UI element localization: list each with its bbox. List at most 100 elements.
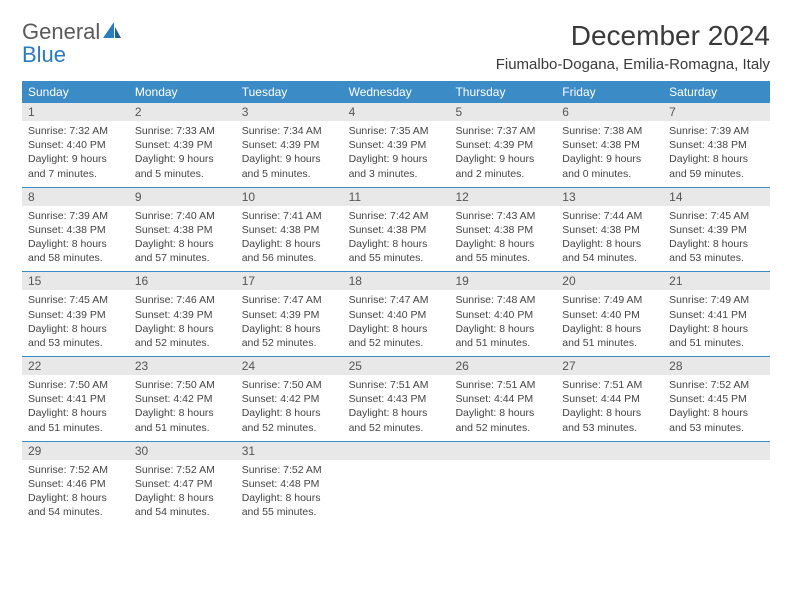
sunrise-text: Sunrise: 7:52 AM [135,463,230,477]
daylight-line2: and 7 minutes. [28,167,123,181]
day-number: 8 [22,188,129,206]
sunset-text: Sunset: 4:39 PM [669,223,764,237]
sunrise-text: Sunrise: 7:48 AM [455,293,550,307]
day-info: Sunrise: 7:47 AMSunset: 4:39 PMDaylight:… [236,290,343,350]
daylight-line1: Daylight: 8 hours [562,237,657,251]
sunset-text: Sunset: 4:38 PM [455,223,550,237]
day-number: 22 [22,357,129,375]
day-info: Sunrise: 7:51 AMSunset: 4:44 PMDaylight:… [449,375,556,435]
daylight-line1: Daylight: 9 hours [28,152,123,166]
day-cell: 28Sunrise: 7:52 AMSunset: 4:45 PMDayligh… [663,357,770,441]
day-number: 13 [556,188,663,206]
day-number [663,442,770,460]
daylight-line2: and 5 minutes. [135,167,230,181]
daylight-line2: and 2 minutes. [455,167,550,181]
month-title: December 2024 [496,20,770,52]
sunrise-text: Sunrise: 7:32 AM [28,124,123,138]
daylight-line1: Daylight: 8 hours [242,491,337,505]
sunrise-text: Sunrise: 7:39 AM [28,209,123,223]
daylight-line2: and 51 minutes. [28,421,123,435]
daylight-line2: and 53 minutes. [28,336,123,350]
daylight-line2: and 52 minutes. [135,336,230,350]
sunrise-text: Sunrise: 7:51 AM [349,378,444,392]
day-number: 30 [129,442,236,460]
sunrise-text: Sunrise: 7:34 AM [242,124,337,138]
sunset-text: Sunset: 4:48 PM [242,477,337,491]
sunset-text: Sunset: 4:39 PM [455,138,550,152]
daylight-line1: Daylight: 8 hours [135,322,230,336]
day-header-row: SundayMondayTuesdayWednesdayThursdayFrid… [22,81,770,103]
day-cell: 16Sunrise: 7:46 AMSunset: 4:39 PMDayligh… [129,272,236,356]
sunset-text: Sunset: 4:39 PM [242,138,337,152]
day-number: 7 [663,103,770,121]
sunrise-text: Sunrise: 7:37 AM [455,124,550,138]
day-info: Sunrise: 7:42 AMSunset: 4:38 PMDaylight:… [343,206,450,266]
day-info: Sunrise: 7:32 AMSunset: 4:40 PMDaylight:… [22,121,129,181]
day-info: Sunrise: 7:33 AMSunset: 4:39 PMDaylight:… [129,121,236,181]
day-cell: 15Sunrise: 7:45 AMSunset: 4:39 PMDayligh… [22,272,129,356]
day-cell: 29Sunrise: 7:52 AMSunset: 4:46 PMDayligh… [22,442,129,526]
day-info: Sunrise: 7:49 AMSunset: 4:41 PMDaylight:… [663,290,770,350]
daylight-line1: Daylight: 8 hours [242,406,337,420]
day-number: 16 [129,272,236,290]
sunset-text: Sunset: 4:42 PM [242,392,337,406]
day-number: 26 [449,357,556,375]
day-header: Monday [129,81,236,103]
sunset-text: Sunset: 4:38 PM [349,223,444,237]
daylight-line2: and 52 minutes. [455,421,550,435]
day-number: 24 [236,357,343,375]
day-cell: 9Sunrise: 7:40 AMSunset: 4:38 PMDaylight… [129,188,236,272]
daylight-line1: Daylight: 8 hours [242,237,337,251]
weeks-container: 1Sunrise: 7:32 AMSunset: 4:40 PMDaylight… [22,103,770,525]
day-cell: 11Sunrise: 7:42 AMSunset: 4:38 PMDayligh… [343,188,450,272]
daylight-line2: and 54 minutes. [135,505,230,519]
day-info: Sunrise: 7:50 AMSunset: 4:42 PMDaylight:… [129,375,236,435]
daylight-line1: Daylight: 9 hours [455,152,550,166]
day-cell: 6Sunrise: 7:38 AMSunset: 4:38 PMDaylight… [556,103,663,187]
day-info: Sunrise: 7:47 AMSunset: 4:40 PMDaylight:… [343,290,450,350]
sunrise-text: Sunrise: 7:47 AM [242,293,337,307]
day-cell: 22Sunrise: 7:50 AMSunset: 4:41 PMDayligh… [22,357,129,441]
sunrise-text: Sunrise: 7:45 AM [669,209,764,223]
day-info: Sunrise: 7:49 AMSunset: 4:40 PMDaylight:… [556,290,663,350]
day-cell: 17Sunrise: 7:47 AMSunset: 4:39 PMDayligh… [236,272,343,356]
day-number: 28 [663,357,770,375]
day-number: 15 [22,272,129,290]
day-info: Sunrise: 7:51 AMSunset: 4:43 PMDaylight:… [343,375,450,435]
day-cell: 25Sunrise: 7:51 AMSunset: 4:43 PMDayligh… [343,357,450,441]
sunset-text: Sunset: 4:40 PM [349,308,444,322]
day-cell: 1Sunrise: 7:32 AMSunset: 4:40 PMDaylight… [22,103,129,187]
day-number: 14 [663,188,770,206]
daylight-line1: Daylight: 8 hours [28,406,123,420]
sunrise-text: Sunrise: 7:44 AM [562,209,657,223]
day-info: Sunrise: 7:52 AMSunset: 4:45 PMDaylight:… [663,375,770,435]
daylight-line1: Daylight: 8 hours [28,237,123,251]
daylight-line1: Daylight: 8 hours [669,322,764,336]
logo-line1: General [22,20,100,43]
day-cell: 8 Sunrise: 7:39 AMSunset: 4:38 PMDaylight… [22,188,129,272]
daylight-line2: and 52 minutes. [349,336,444,350]
sunset-text: Sunset: 4:44 PM [562,392,657,406]
sunset-text: Sunset: 4:38 PM [28,223,123,237]
day-header: Wednesday [343,81,450,103]
daylight-line1: Daylight: 8 hours [562,322,657,336]
daylight-line1: Daylight: 8 hours [669,237,764,251]
day-info: Sunrise: 7:37 AMSunset: 4:39 PMDaylight:… [449,121,556,181]
sunset-text: Sunset: 4:38 PM [242,223,337,237]
calendar: SundayMondayTuesdayWednesdayThursdayFrid… [22,81,770,525]
empty-cell [556,442,663,526]
header: General Blue December 2024 Fiumalbo-Doga… [22,20,770,73]
sunrise-text: Sunrise: 7:52 AM [669,378,764,392]
daylight-line2: and 5 minutes. [242,167,337,181]
day-cell: 21Sunrise: 7:49 AMSunset: 4:41 PMDayligh… [663,272,770,356]
day-number [449,442,556,460]
day-info: Sunrise: 7:51 AMSunset: 4:44 PMDaylight:… [556,375,663,435]
daylight-line2: and 0 minutes. [562,167,657,181]
day-cell: 14 Sunrise: 7:45 AMSunset: 4:39 PMDayligh… [663,188,770,272]
day-header: Thursday [449,81,556,103]
sunset-text: Sunset: 4:38 PM [562,223,657,237]
day-header: Friday [556,81,663,103]
sunset-text: Sunset: 4:43 PM [349,392,444,406]
daylight-line1: Daylight: 8 hours [349,406,444,420]
day-cell: 18Sunrise: 7:47 AMSunset: 4:40 PMDayligh… [343,272,450,356]
